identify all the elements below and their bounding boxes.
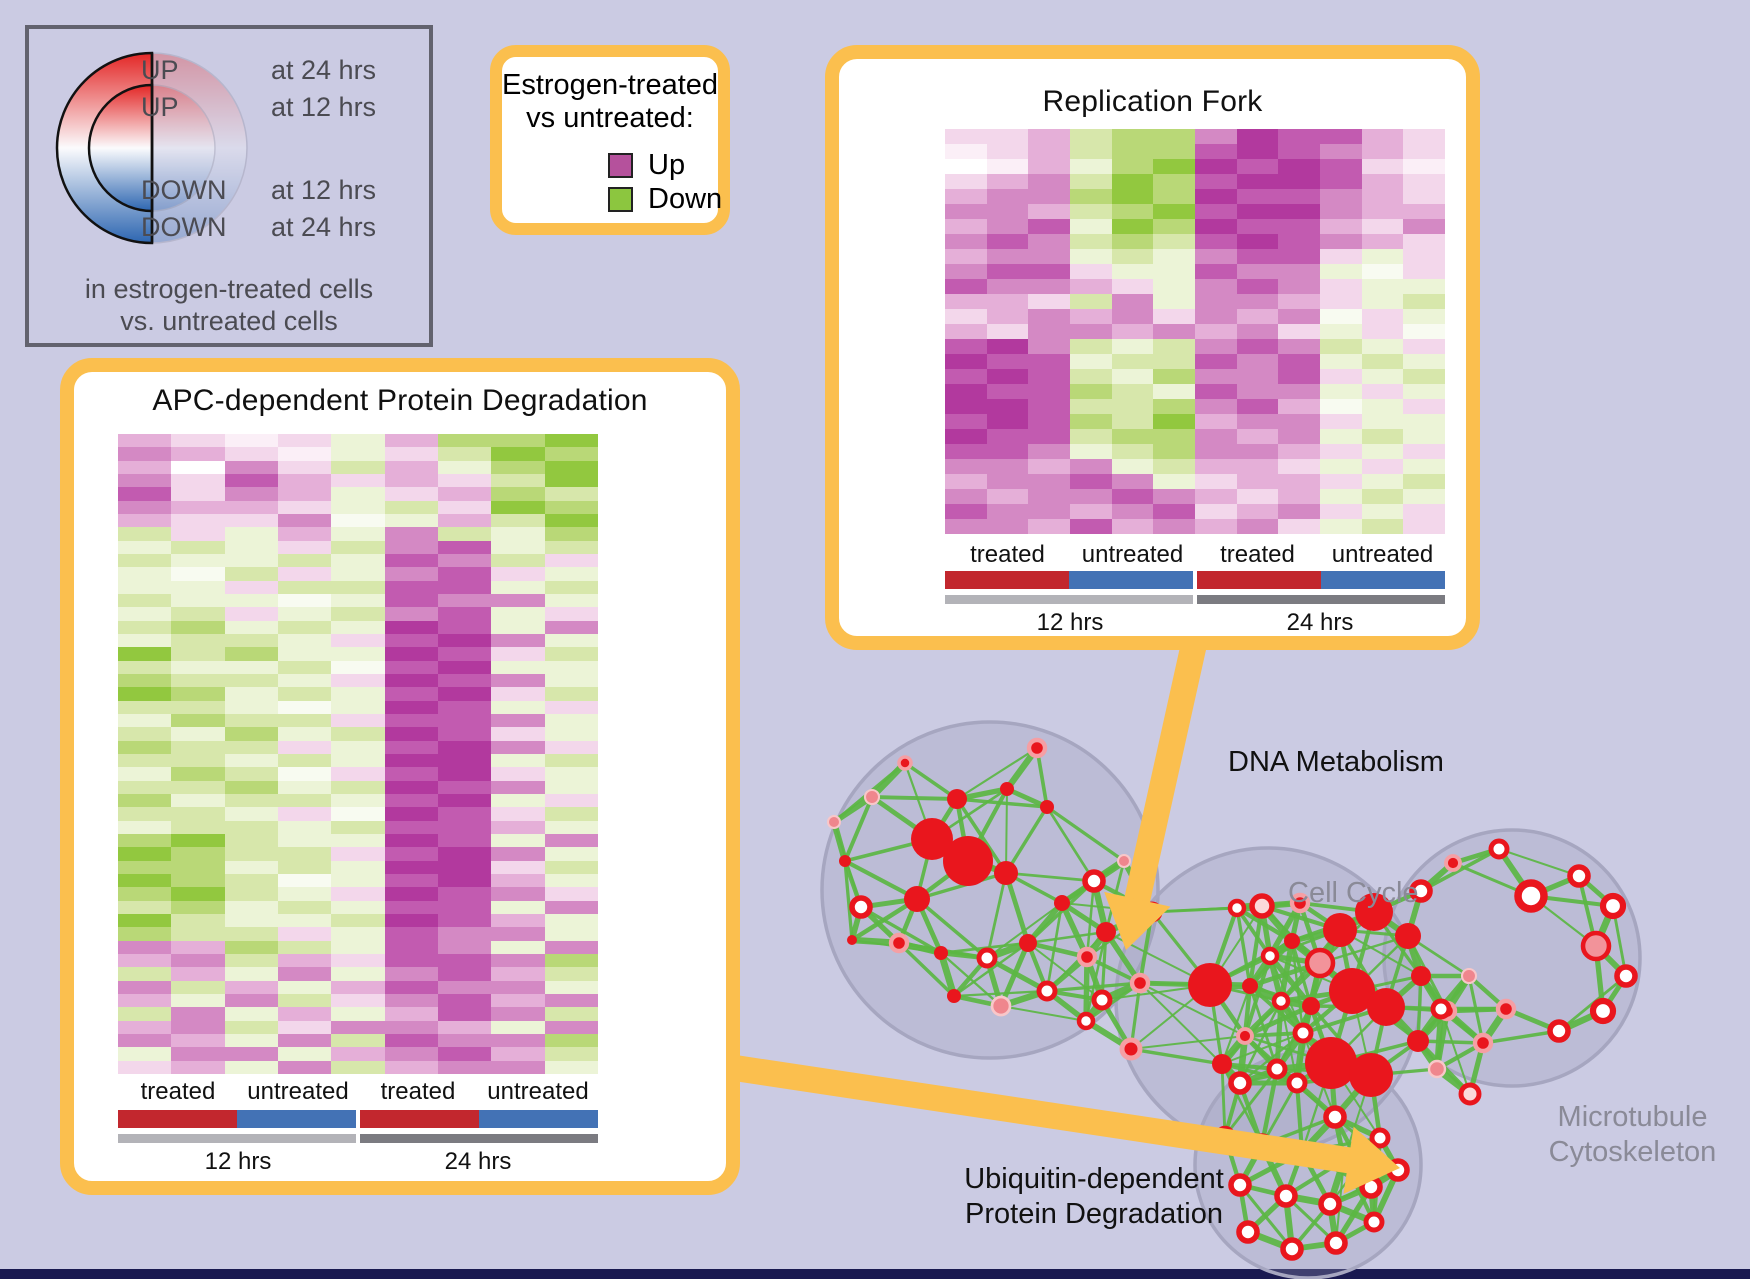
apc-panel: APC-dependent Protein Degradation treate… [60, 358, 740, 1195]
rf-bar-untreated-12 [1069, 571, 1193, 589]
rf-condition-bars [945, 571, 1445, 589]
rf-time-bars [945, 595, 1445, 604]
apc-bar-treated-12 [118, 1110, 237, 1128]
rf-label-12hrs: 12 hrs [1036, 609, 1104, 636]
key-up24-dir: UP [141, 55, 179, 85]
key-down24-dir: DOWN [141, 212, 227, 242]
key-up12-dir: UP [141, 92, 179, 122]
rf-label-24hrs: 24 hrs [1286, 609, 1354, 636]
replication-fork-title: Replication Fork [1042, 85, 1263, 118]
apc-group-treated-24: treated [380, 1078, 456, 1105]
rf-bar-treated-24 [1197, 571, 1321, 589]
estrogen-legend-title: Estrogen-treated vs untreated: [502, 69, 718, 135]
rf-timebar-24 [1197, 595, 1445, 604]
up-swatch-label: Up [648, 149, 686, 181]
updown-gradient-circles [55, 51, 248, 245]
estrogen-legend-box: Estrogen-treated vs untreated: Up Down [490, 45, 730, 235]
key-down24-time: at 24 hrs [271, 212, 377, 242]
down-swatch [608, 187, 633, 212]
apc-condition-bars [118, 1110, 598, 1128]
rf-bar-untreated-24 [1321, 571, 1445, 589]
rf-group-treated-12: treated [970, 541, 1045, 568]
estrogen-legend-title-line1: Estrogen-treated [502, 69, 719, 101]
apc-timebar-12 [118, 1134, 356, 1143]
rf-bar-treated-12 [945, 571, 1069, 589]
apc-time-bars [118, 1134, 598, 1143]
color-key-box: UP at 24 hrs UP at 12 hrs DOWN at 12 hrs… [25, 25, 433, 347]
apc-time-labels: 12 hrs 24 hrs [118, 1144, 598, 1176]
apc-timebar-24 [360, 1134, 598, 1143]
apc-label-24hrs: 24 hrs [444, 1148, 512, 1175]
apc-group-untreated-24: untreated [487, 1078, 589, 1105]
rf-group-untreated-24: untreated [1331, 541, 1434, 568]
key-caption-line1: in estrogen-treated cells [84, 274, 374, 304]
apc-title: APC-dependent Protein Degradation [152, 384, 648, 417]
replication-fork-panel: Replication Fork treated untreated treat… [825, 45, 1480, 650]
figure-bottom-border [0, 1269, 1750, 1279]
legend-item-down: Down [608, 183, 722, 216]
rf-timebar-12 [945, 595, 1193, 604]
estrogen-legend-title-line2: vs untreated: [526, 102, 694, 134]
apc-bar-treated-24 [360, 1110, 479, 1128]
apc-heatmap [118, 434, 598, 1074]
key-caption: in estrogen-treated cells vs. untreated … [29, 273, 429, 337]
up-swatch [608, 153, 633, 178]
key-caption-line2: vs. untreated cells [120, 306, 338, 336]
key-row-up12: UP at 12 hrs [141, 92, 376, 123]
key-down12-dir: DOWN [141, 175, 227, 205]
key-row-up24: UP at 24 hrs [141, 55, 376, 86]
rf-group-treated-24: treated [1220, 541, 1295, 568]
apc-bar-untreated-24 [479, 1110, 598, 1128]
rf-time-labels: 12 hrs 24 hrs [945, 605, 1445, 637]
key-up12-time: at 12 hrs [271, 92, 377, 122]
key-row-down24: DOWN at 24 hrs [141, 212, 376, 243]
replication-group-labels: treated untreated treated untreated [945, 541, 1445, 569]
down-swatch-label: Down [648, 183, 723, 215]
apc-group-labels: treated untreated treated untreated [118, 1078, 598, 1106]
key-row-down12: DOWN at 12 hrs [141, 175, 376, 206]
legend-item-up: Up [608, 149, 685, 182]
key-down12-time: at 12 hrs [271, 175, 377, 205]
apc-label-12hrs: 12 hrs [204, 1148, 272, 1175]
apc-group-treated-12: treated [140, 1078, 216, 1105]
apc-group-untreated-12: untreated [247, 1078, 349, 1105]
rf-group-untreated-12: untreated [1081, 541, 1184, 568]
replication-fork-heatmap [945, 129, 1445, 534]
apc-bar-untreated-12 [237, 1110, 356, 1128]
key-up24-time: at 24 hrs [271, 55, 377, 85]
